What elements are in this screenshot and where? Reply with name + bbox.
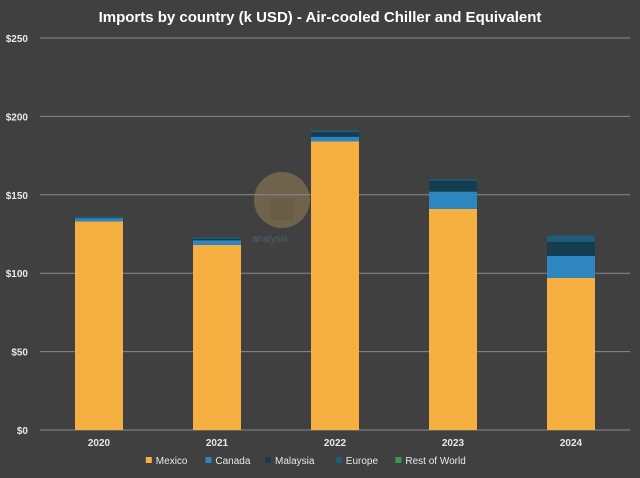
legend-entry: Mexico [156,456,188,467]
legend-entry: Malaysia [275,456,315,467]
bar-segment [547,277,595,430]
bar-segment [193,244,241,430]
legend-entry: Europe [346,456,379,467]
bar-segment [193,240,241,245]
legend-swatch [265,457,271,463]
y-tick-label: $50 [11,348,28,359]
bar-segment [311,136,359,142]
legend-entry: Rest of World [405,456,465,467]
x-tick-label: 2022 [324,438,347,449]
legend-swatch [145,457,152,463]
y-tick-label: $250 [6,34,29,45]
bar-segment [311,130,359,133]
bar-segment [429,179,477,181]
bar-segment [311,132,359,137]
bar-segment [75,221,123,430]
y-tick-label: $200 [6,112,29,123]
watermark-logo-tree [270,198,294,220]
y-tick-label: $150 [6,191,29,202]
bar-segment [429,191,477,209]
legend-swatch [395,457,402,463]
y-tick-label: $100 [6,269,29,280]
chart-title: Imports by country (k USD) - Air-cooled … [99,9,542,26]
watermark-logo-circle [254,172,310,228]
bar-segment [429,180,477,192]
x-tick-label: 2023 [442,438,465,449]
bar-segment [75,218,123,222]
legend-swatch [335,457,342,463]
legend-swatch [205,457,212,463]
watermark-logo: analysis [252,172,310,245]
bar-segment [193,237,241,239]
bar-segment [75,216,123,219]
bar-segment [429,208,477,430]
legend-entry: Canada [215,456,250,467]
y-tick-label: $0 [17,426,29,437]
bar-segment [547,235,595,242]
x-tick-label: 2024 [560,438,583,449]
bar-segment [311,141,359,430]
bar-segment [547,241,595,256]
x-tick-label: 2020 [88,438,111,449]
x-tick-label: 2021 [206,438,229,449]
bar-segment [547,255,595,278]
watermark-text: analysis [252,234,288,245]
bar-segment [193,238,241,241]
